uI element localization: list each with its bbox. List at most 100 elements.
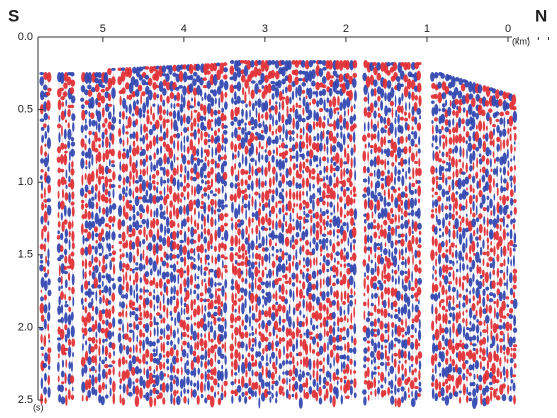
wavelet xyxy=(491,363,496,375)
wavelet xyxy=(454,391,458,397)
wavelet xyxy=(289,277,292,285)
wavelet xyxy=(482,297,485,307)
wavelet xyxy=(294,381,298,390)
wavelet xyxy=(463,326,465,338)
wavelet xyxy=(471,117,475,129)
wavelet xyxy=(271,384,273,390)
wavelet xyxy=(152,218,155,229)
wavelet xyxy=(44,243,46,251)
wavelet xyxy=(496,223,499,229)
wavelet xyxy=(267,320,272,326)
wavelet xyxy=(104,364,109,368)
wavelet xyxy=(266,362,269,366)
wavelet xyxy=(475,147,479,152)
wavelet xyxy=(501,247,503,258)
wavelet xyxy=(214,130,217,136)
wavelet xyxy=(300,369,302,372)
wavelet xyxy=(71,191,74,199)
wavelet xyxy=(163,109,166,115)
wavelet xyxy=(211,159,215,165)
wavelet xyxy=(502,383,506,388)
wavelet xyxy=(166,217,169,228)
wavelet xyxy=(288,254,292,261)
wavelet xyxy=(118,358,121,368)
wavelet xyxy=(485,100,490,106)
wavelet xyxy=(201,214,204,222)
wavelet xyxy=(128,116,132,128)
wavelet xyxy=(378,235,380,239)
wavelet xyxy=(410,190,415,195)
wavelet xyxy=(374,88,377,96)
wavelet xyxy=(319,262,321,265)
wavelet xyxy=(388,372,390,377)
wavelet xyxy=(224,101,228,109)
wavelet xyxy=(432,176,436,184)
wavelet xyxy=(288,262,291,273)
wavelet xyxy=(440,387,444,397)
wavelet xyxy=(59,115,61,122)
wavelet xyxy=(470,184,473,192)
wavelet xyxy=(337,261,340,265)
wavelet xyxy=(332,145,337,152)
wavelet xyxy=(454,218,458,229)
wavelet xyxy=(297,361,299,366)
wavelet xyxy=(238,364,240,373)
wavelet xyxy=(244,396,247,404)
wavelet xyxy=(67,327,70,338)
wavelet xyxy=(462,161,464,168)
wavelet xyxy=(135,314,139,322)
wavelet xyxy=(339,317,343,322)
wavelet xyxy=(513,327,517,332)
wavelet xyxy=(133,255,135,263)
wavelet xyxy=(480,361,482,369)
wavelet xyxy=(487,324,489,335)
wavelet xyxy=(268,199,270,209)
wavelet xyxy=(143,264,145,269)
wavelet xyxy=(384,190,386,197)
wavelet xyxy=(65,388,67,392)
wavelet xyxy=(176,230,179,238)
wavelet xyxy=(417,244,421,248)
wavelet xyxy=(384,125,387,129)
wavelet xyxy=(504,356,506,363)
wavelet xyxy=(354,170,356,181)
wavelet xyxy=(282,160,285,169)
wavelet xyxy=(375,262,377,272)
wavelet xyxy=(140,159,143,166)
wavelet xyxy=(95,246,98,255)
wavelet xyxy=(132,228,136,236)
wavelet xyxy=(271,93,274,100)
wavelet xyxy=(40,303,44,314)
wavelet xyxy=(57,179,60,187)
wavelet xyxy=(309,343,311,353)
wavelet xyxy=(271,194,274,202)
wavelet xyxy=(281,97,286,100)
wavelet xyxy=(448,384,450,390)
wavelet xyxy=(274,104,277,115)
wavelet xyxy=(223,67,228,72)
wavelet xyxy=(397,147,402,159)
wavelet xyxy=(183,72,188,83)
wavelet xyxy=(319,98,323,106)
wavelet xyxy=(102,140,104,148)
wavelet xyxy=(121,294,125,298)
wavelet xyxy=(289,97,291,105)
wavelet xyxy=(329,75,334,78)
wavelet xyxy=(445,100,447,106)
wavelet xyxy=(118,174,122,181)
wavelet xyxy=(97,102,101,108)
wavelet xyxy=(236,96,241,104)
wavelet xyxy=(349,208,354,216)
wavelet xyxy=(500,263,504,267)
wavelet xyxy=(272,189,275,194)
wavelet xyxy=(61,371,65,378)
wavelet xyxy=(170,272,174,283)
wavelet xyxy=(485,181,489,191)
wavelet xyxy=(275,391,277,398)
wavelet xyxy=(91,316,94,321)
wavelet xyxy=(88,138,90,145)
wavelet xyxy=(72,122,74,132)
wavelet xyxy=(243,194,248,201)
wavelet xyxy=(135,344,137,353)
wavelet xyxy=(459,397,461,404)
